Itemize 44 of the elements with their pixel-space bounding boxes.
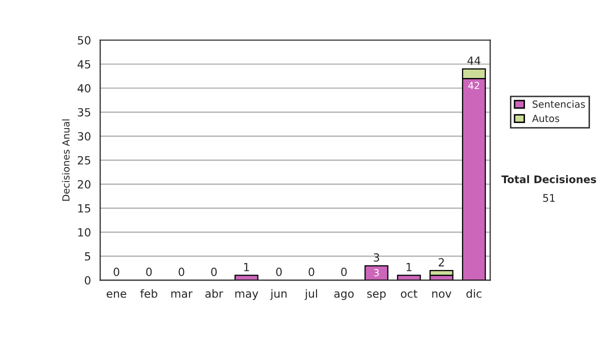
total-label: 0 (146, 268, 152, 276)
total-label: 3 (374, 253, 380, 262)
y-axis-title: Decisiones Anual (62, 119, 70, 201)
x-tick-label: sep (367, 291, 386, 300)
x-tick-label: ene (106, 291, 126, 298)
total-label: 0 (308, 268, 314, 276)
data-label: 42 (468, 82, 480, 90)
total-label: 1 (244, 263, 249, 272)
x-tick-label: nov (432, 291, 452, 298)
y-tick-label: 10 (78, 228, 90, 237)
bar (430, 270, 454, 276)
total-label: 0 (114, 268, 120, 276)
y-tick-label: 0 (84, 276, 90, 285)
text: 51 (543, 194, 555, 202)
y-tick-label: 30 (78, 132, 90, 141)
x-tick-label: dic (466, 289, 482, 298)
y-tick-label: 20 (78, 180, 90, 189)
y-tick-label: 45 (78, 60, 90, 69)
legend-label: Sentencias (532, 100, 585, 108)
bar (364, 265, 388, 280)
y-tick-label: 25 (78, 156, 90, 165)
y-tick-label: 40 (78, 84, 90, 93)
total-label: 1 (406, 263, 412, 272)
x-tick-label: jul (304, 289, 318, 300)
y-tick-label: 15 (78, 204, 90, 213)
legend-label: Autos (532, 114, 560, 122)
x-tick-label: abr (205, 289, 224, 298)
y-tick-label: 50 (78, 36, 90, 44)
y-tick-label: 5 (84, 252, 90, 261)
total-label: 0 (178, 268, 184, 276)
total-label: 0 (211, 268, 217, 276)
total-label: 2 (438, 258, 444, 266)
x-tick-label: may (235, 291, 258, 300)
total-label: 0 (341, 268, 347, 276)
x-tick-label: feb (140, 289, 158, 298)
y-tick-label: 35 (78, 108, 90, 117)
total-label: 44 (467, 56, 480, 65)
x-tick-label: mar (171, 291, 193, 298)
x-tick-label: oct (400, 290, 418, 298)
x-tick-label: ago (334, 291, 354, 300)
text: Total Decisiones (501, 175, 596, 184)
total-label: 0 (276, 268, 282, 276)
x-tick-label: jun (270, 289, 287, 300)
data-label: 3 (374, 269, 379, 276)
